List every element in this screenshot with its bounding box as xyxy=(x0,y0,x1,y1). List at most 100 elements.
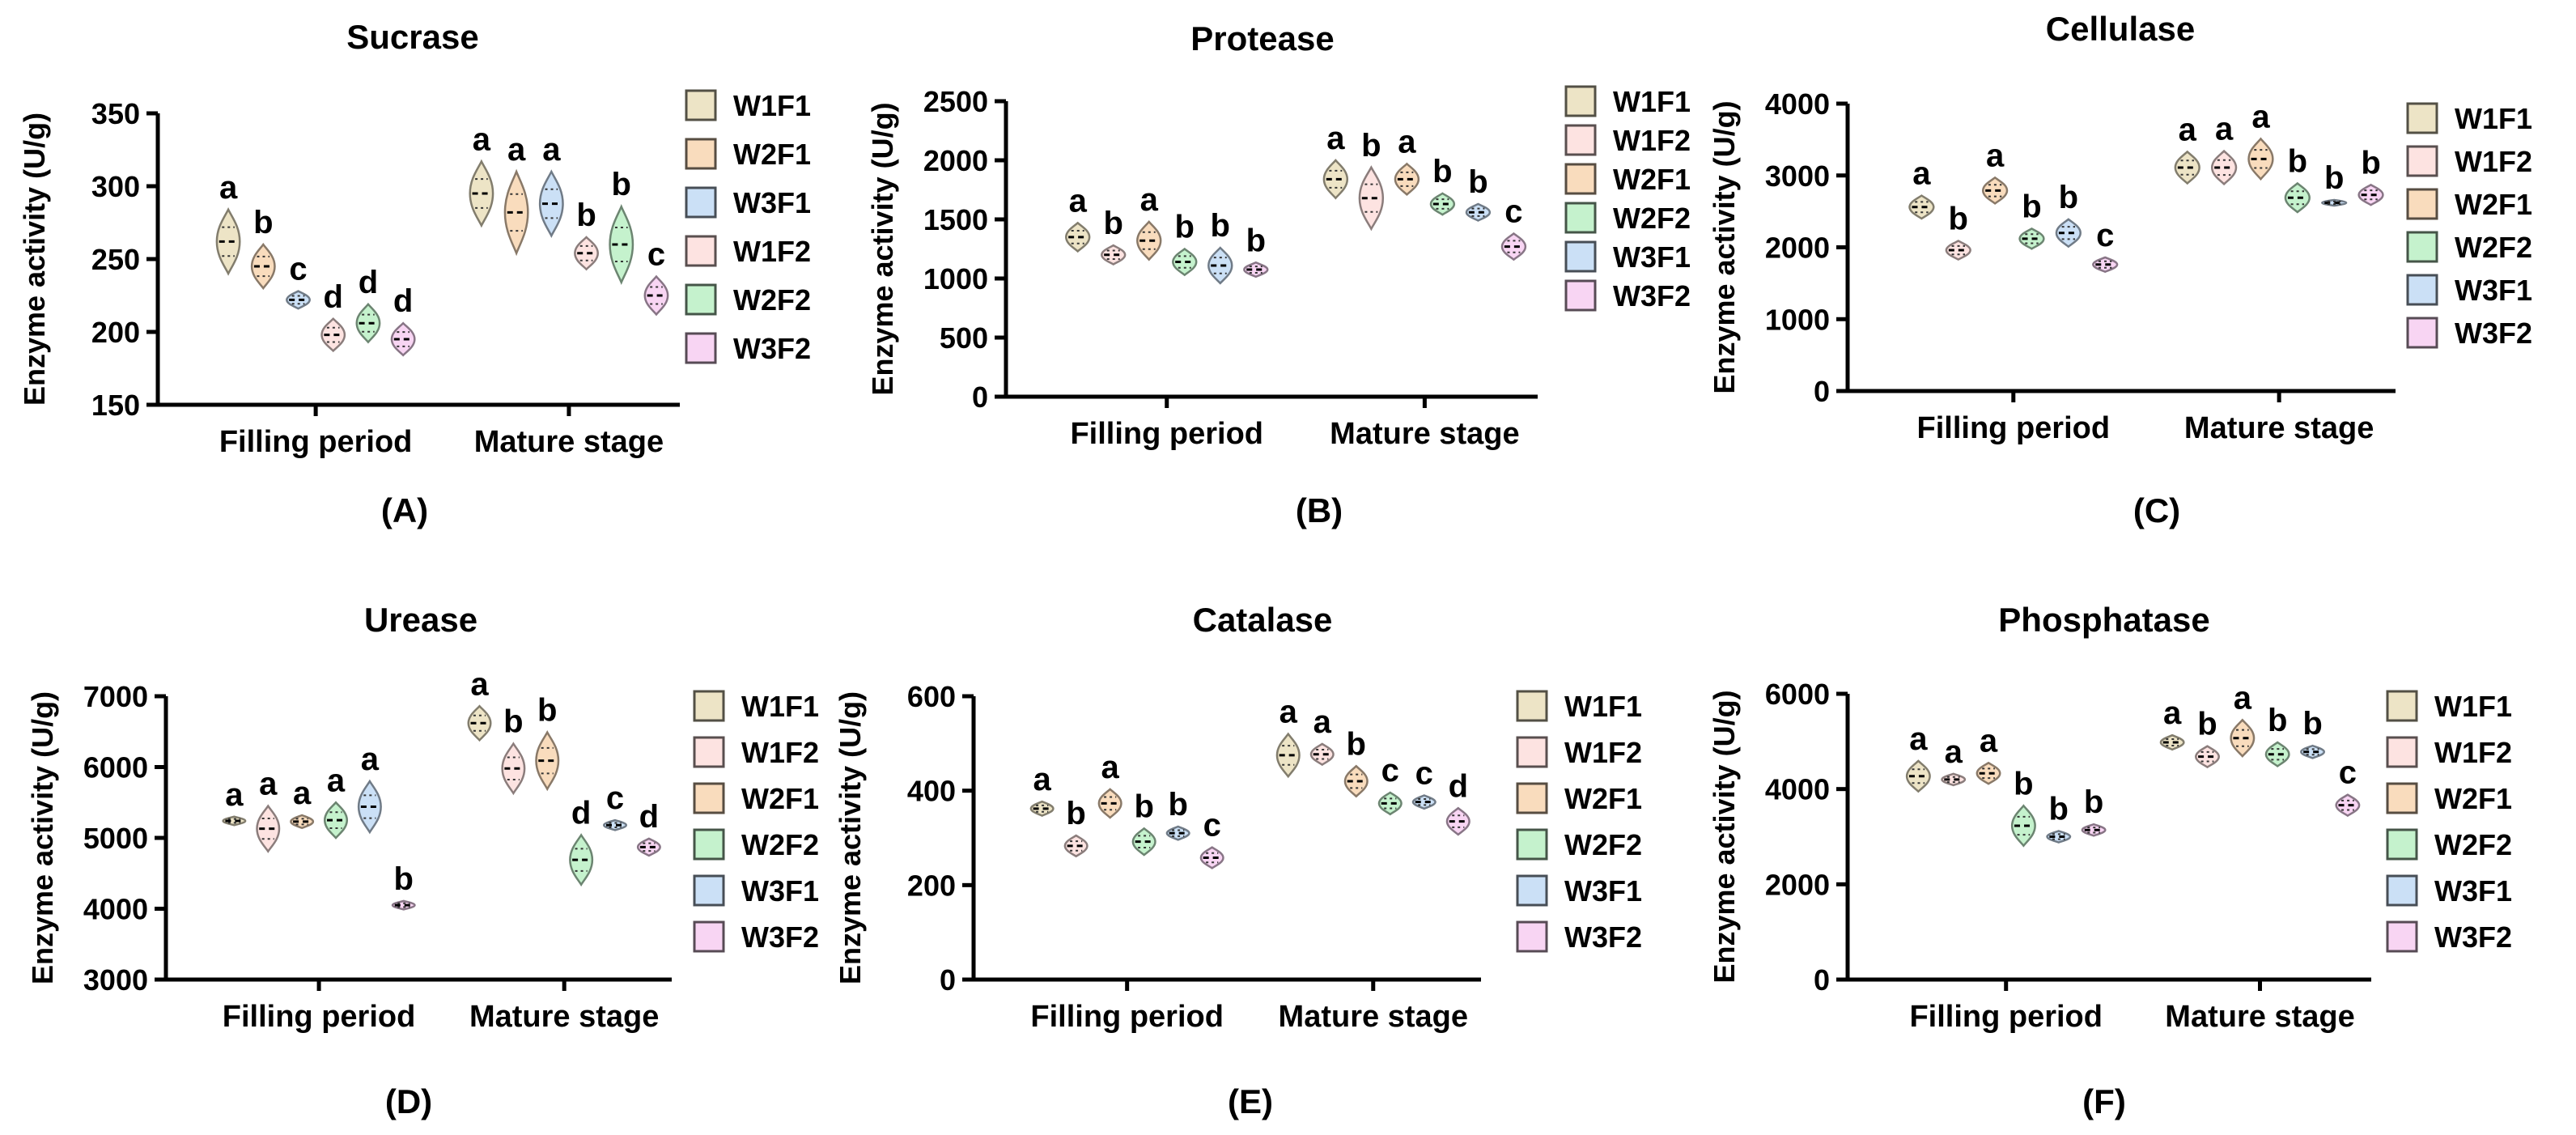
legend-swatch-W1F1 xyxy=(2386,690,2418,722)
significance-letter: d xyxy=(1449,768,1468,804)
legend-swatch-W3F2 xyxy=(1564,279,1597,312)
panel-label: (D) xyxy=(385,1082,432,1120)
legend-label-W3F2: W3F2 xyxy=(741,920,819,954)
legend-label-W3F1: W3F1 xyxy=(1564,874,1642,908)
chart-title: Cellulase xyxy=(2046,10,2195,48)
panel-label: (E) xyxy=(1228,1082,1273,1120)
legend-swatch-W1F1 xyxy=(1564,85,1597,117)
legend-swatch-W3F1 xyxy=(693,874,725,907)
legend-label-W1F2: W1F2 xyxy=(741,736,819,769)
panel-label: (C) xyxy=(2133,491,2180,529)
y-axis-label: Enzyme activity (U/g) xyxy=(18,113,51,406)
y-tick-label: 200 xyxy=(91,316,140,349)
significance-letter: a xyxy=(1313,704,1332,740)
panel-label: (B) xyxy=(1296,491,1343,529)
significance-letter: a xyxy=(293,776,312,811)
violin-W1F1-mature xyxy=(1275,732,1301,779)
significance-letter: c xyxy=(1415,756,1433,792)
x-tick-label: Mature stage xyxy=(2165,1000,2354,1034)
x-tick-label: Filling period xyxy=(1909,1000,2103,1034)
legend-swatch-W2F2 xyxy=(1516,828,1548,861)
y-tick-label: 0 xyxy=(972,380,988,414)
legend-swatch-W2F1 xyxy=(1564,163,1597,195)
legend-swatch-W2F2 xyxy=(1564,202,1597,234)
significance-letter: d xyxy=(324,279,343,315)
legend-swatch-W3F2 xyxy=(2386,920,2418,953)
legend-swatch-W2F2 xyxy=(685,283,717,316)
y-tick-label: 6000 xyxy=(1765,678,1830,711)
y-tick-label: 400 xyxy=(907,775,956,808)
y-tick-label: 150 xyxy=(91,389,140,422)
significance-letter: c xyxy=(606,780,624,816)
significance-letter: c xyxy=(289,252,307,287)
significance-letter: b xyxy=(2268,703,2287,738)
significance-letter: a xyxy=(2179,112,2197,147)
significance-letter: d xyxy=(359,265,378,300)
legend-swatch-W1F1 xyxy=(1516,690,1548,722)
significance-letter: b xyxy=(2014,766,2033,801)
legend-swatch-W3F2 xyxy=(2406,317,2438,349)
significance-letter: b xyxy=(1246,223,1266,258)
legend-swatch-W1F2 xyxy=(693,736,725,768)
legend-label-W1F2: W1F2 xyxy=(733,235,811,268)
legend-label-W3F2: W3F2 xyxy=(2455,317,2532,350)
violin-W1F2-mature xyxy=(2210,149,2238,186)
y-tick-label: 2000 xyxy=(1765,868,1830,901)
legend-swatch-W2F1 xyxy=(1516,782,1548,814)
significance-letter: a xyxy=(1986,138,2005,173)
legend-label-W3F2: W3F2 xyxy=(2434,920,2512,954)
significance-letter: a xyxy=(507,132,526,168)
significance-letter: a xyxy=(2215,112,2234,147)
legend-label-W3F1: W3F1 xyxy=(741,874,819,908)
x-tick-label: Mature stage xyxy=(469,1000,659,1034)
y-tick-label: 3000 xyxy=(83,963,148,997)
panel-f: Phosphatase Enzyme activity (U/g) 0 2000 400… xyxy=(1708,601,2512,1120)
y-tick-label: 0 xyxy=(1814,375,1830,408)
y-tick-label: 1000 xyxy=(1765,303,1830,336)
y-tick-label: 7000 xyxy=(83,680,148,713)
significance-letter: a xyxy=(2234,680,2252,716)
significance-letter: b xyxy=(2302,706,2322,742)
significance-letter: b xyxy=(1134,789,1153,824)
chart-title: Urease xyxy=(364,601,477,639)
panel-d: Urease Enzyme activity (U/g) 3000 4000 5000 6… xyxy=(26,601,819,1120)
significance-letter: a xyxy=(1101,750,1120,785)
y-axis-label: Enzyme activity (U/g) xyxy=(1708,100,1741,393)
y-tick-label: 600 xyxy=(907,680,956,713)
significance-letter: a xyxy=(1909,721,1928,757)
violin-W2F1-mature xyxy=(2247,137,2274,181)
significance-letter: a xyxy=(1398,124,1416,159)
legend-label-W2F1: W2F1 xyxy=(2455,188,2532,221)
legend-swatch-W1F2 xyxy=(2386,736,2418,768)
significance-letter: a xyxy=(1033,762,1052,797)
legend-swatch-W1F1 xyxy=(2406,102,2438,134)
violin-W2F2-mature xyxy=(569,833,594,887)
significance-letter: d xyxy=(639,799,659,835)
legend-swatch-W1F2 xyxy=(1564,124,1597,156)
significance-letter: b xyxy=(1066,796,1085,831)
panel-a: Sucrase Enzyme activity (U/g) 150 200 250 300… xyxy=(18,18,811,529)
legend-label-W1F1: W1F1 xyxy=(741,690,819,723)
y-axis-label: Enzyme activity (U/g) xyxy=(1708,690,1741,983)
y-tick-label: 2500 xyxy=(923,85,988,118)
violin-W3F1-mature xyxy=(538,169,564,238)
legend-label-W1F2: W1F2 xyxy=(2455,145,2532,178)
y-tick-label: 1500 xyxy=(923,203,988,236)
legend-label-W2F1: W2F1 xyxy=(1613,163,1691,196)
legend-label-W2F2: W2F2 xyxy=(2434,828,2512,861)
panel-e: Catalase Enzyme activity (U/g) 0 200 400 600 F… xyxy=(834,601,1642,1120)
y-tick-label: 250 xyxy=(91,243,140,276)
significance-letter: c xyxy=(2339,755,2357,791)
significance-letter: b xyxy=(612,167,631,202)
panel-label: (F) xyxy=(2082,1082,2126,1120)
x-tick-label: Filling period xyxy=(1030,1000,1224,1034)
legend-swatch-W1F1 xyxy=(685,89,717,121)
significance-letter: a xyxy=(1326,121,1345,156)
panel-c: Cellulase Enzyme activity (U/g) 0 1000 2000 3… xyxy=(1708,10,2532,529)
legend-label-W3F1: W3F1 xyxy=(2434,874,2512,908)
violin-W3F1-filling xyxy=(1207,246,1233,285)
legend-label-W1F1: W1F1 xyxy=(2455,102,2532,135)
legend-label-W1F2: W1F2 xyxy=(1564,736,1642,769)
legend-label-W3F2: W3F2 xyxy=(1613,279,1691,312)
significance-letter: a xyxy=(2251,99,2270,134)
